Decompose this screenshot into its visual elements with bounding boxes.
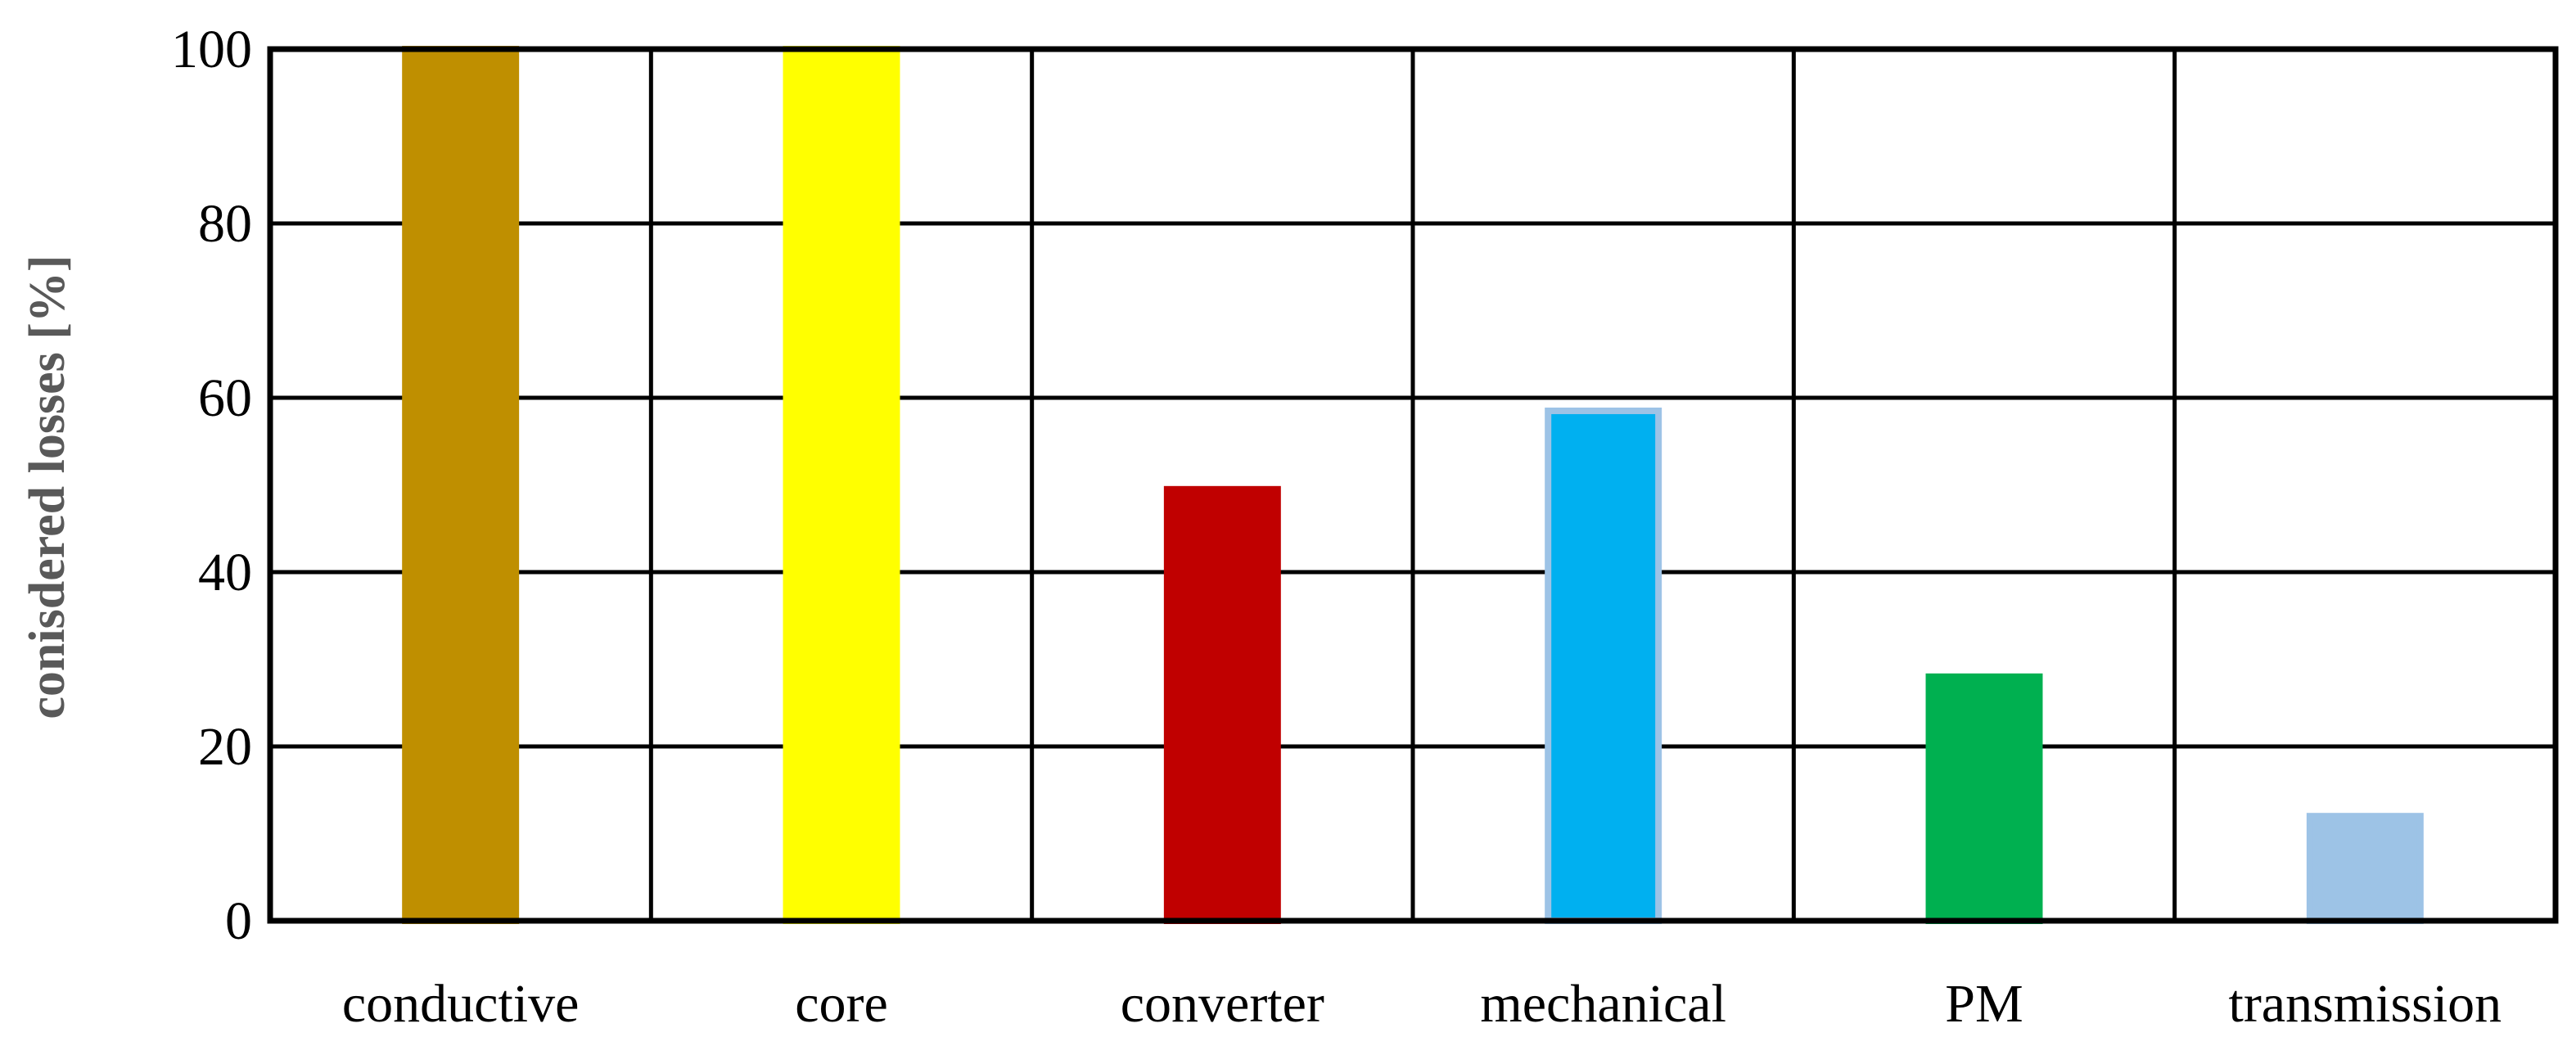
gridlines — [270, 49, 2556, 921]
y-tick-label: 100 — [171, 20, 252, 79]
x-tick-label: mechanical — [1480, 974, 1726, 1034]
bar-mechanical — [1545, 407, 1662, 925]
x-tick-label: core — [795, 974, 888, 1034]
y-tick-label: 60 — [198, 368, 252, 428]
y-tick-label: 20 — [198, 717, 252, 777]
plot-border — [267, 46, 2559, 924]
bar-converter — [1163, 485, 1281, 924]
x-tick-label: converter — [1121, 974, 1324, 1034]
y-tick-label: 80 — [198, 194, 252, 254]
x-tick-label: PM — [1945, 974, 2023, 1034]
x-category-labels: conductive core converter mechanical PM trans… — [342, 974, 2502, 1034]
y-tick-label: 40 — [198, 543, 252, 602]
y-axis-title: conisdered losses [%] — [20, 255, 75, 719]
x-tick-label: transmission — [2228, 974, 2502, 1034]
bar-transmission — [2306, 813, 2424, 925]
y-tick-label: 0 — [225, 891, 252, 951]
bars — [402, 46, 2424, 925]
bar-core — [783, 46, 900, 924]
plot-frame — [267, 46, 2559, 924]
y-tick-labels: 0 20 40 60 80 100 — [171, 20, 252, 951]
bar-pm — [1925, 673, 2043, 924]
bar-conductive — [402, 46, 520, 924]
x-tick-label: conductive — [342, 974, 580, 1034]
